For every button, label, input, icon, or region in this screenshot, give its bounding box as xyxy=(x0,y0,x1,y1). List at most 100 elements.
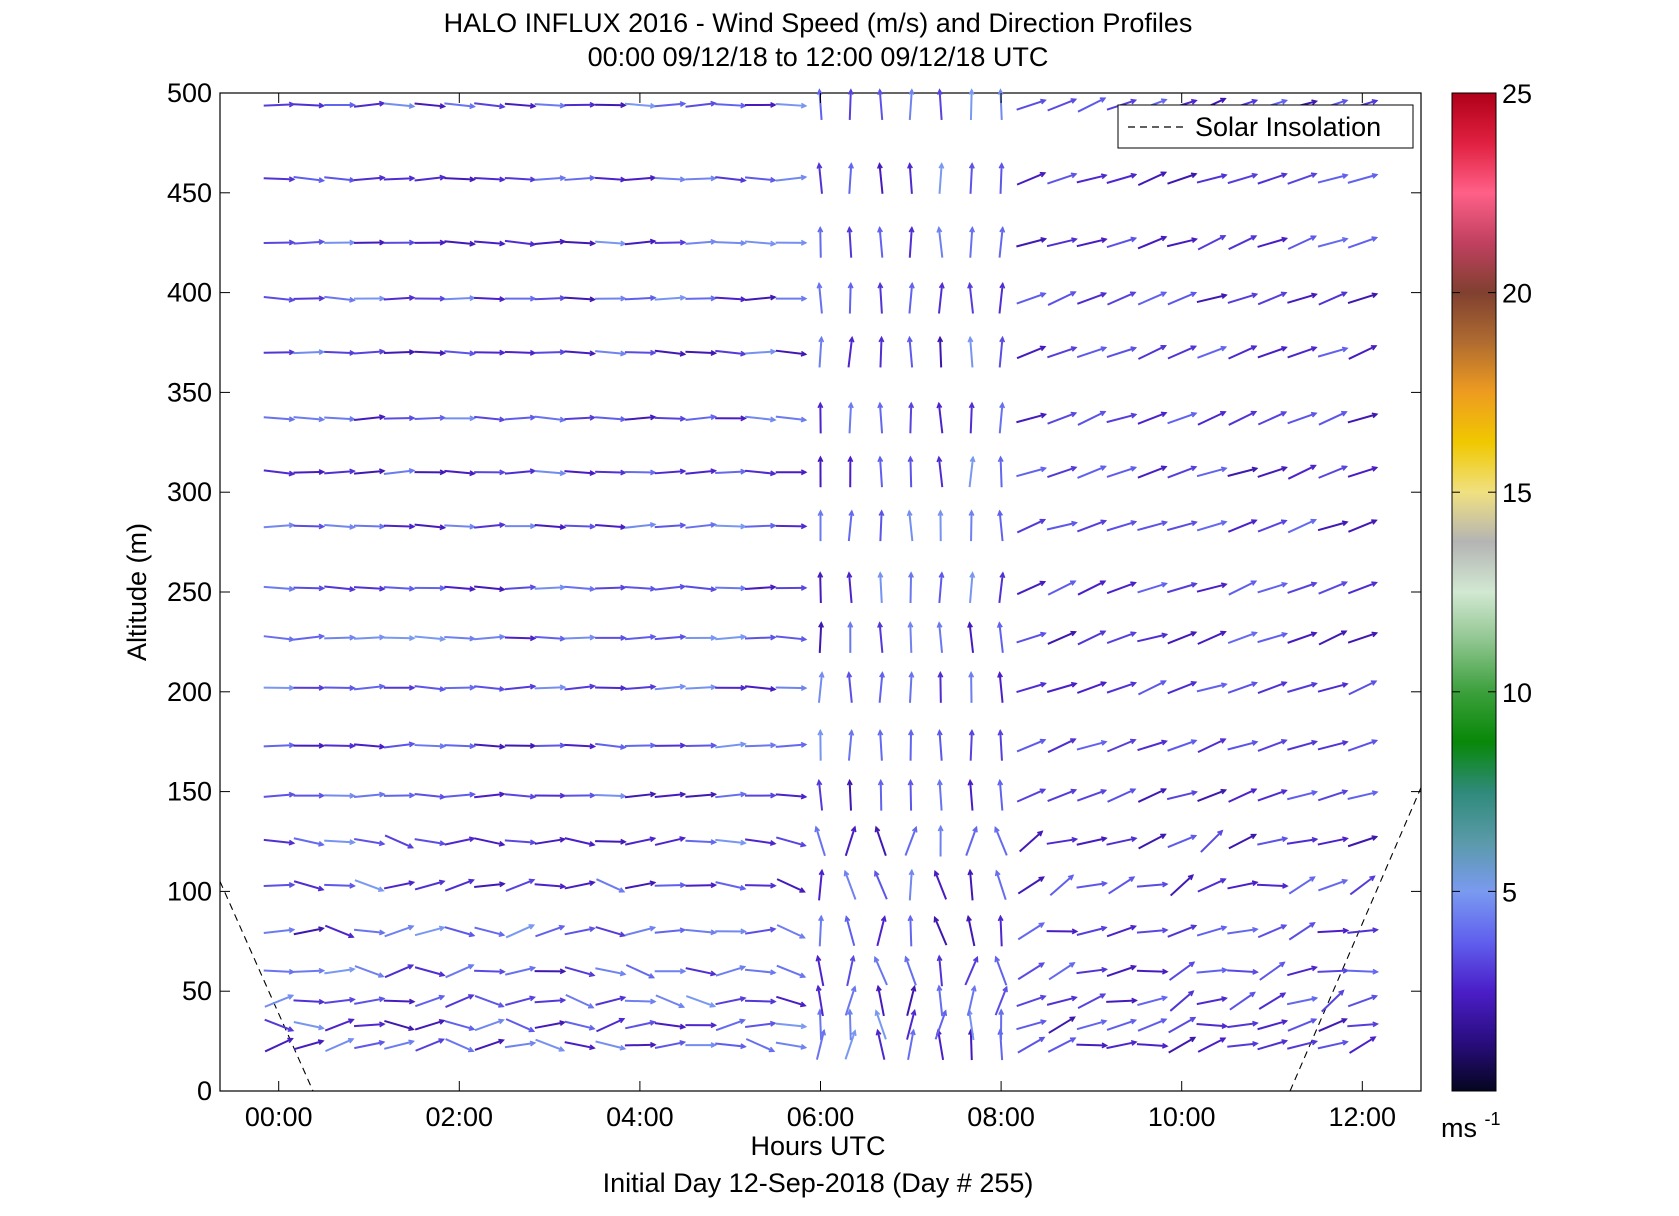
wind-arrow xyxy=(816,956,825,987)
wind-arrow xyxy=(383,177,414,181)
wind-arrow-head xyxy=(1250,345,1258,351)
wind-arrow-head xyxy=(1039,292,1047,298)
wind-arrow xyxy=(654,928,685,934)
wind-arrow xyxy=(969,1030,973,1061)
wind-arrow xyxy=(595,794,626,798)
wind-arrow-head xyxy=(967,868,974,876)
wind-arrow-head xyxy=(318,684,326,691)
wind-arrow xyxy=(685,928,716,934)
wind-arrow-head xyxy=(408,741,416,748)
wind-arrow xyxy=(1347,173,1378,184)
wind-arrow xyxy=(715,470,746,475)
y-tick-label: 300 xyxy=(167,477,212,507)
wind-arrow xyxy=(474,882,505,888)
wind-arrow-head xyxy=(908,571,914,578)
wind-arrow xyxy=(685,350,716,355)
wind-arrow xyxy=(1287,293,1317,304)
wind-arrow xyxy=(415,1038,444,1052)
wind-arrow xyxy=(1227,631,1257,645)
wind-arrow xyxy=(968,1010,975,1041)
wind-arrow xyxy=(263,969,294,974)
wind-arrow xyxy=(1137,411,1167,425)
wind-arrow-head xyxy=(994,955,1001,963)
wind-arrow-head xyxy=(528,878,536,885)
wind-arrow-head xyxy=(1130,98,1138,105)
wind-arrow-head xyxy=(1281,1019,1289,1026)
wind-arrow-head xyxy=(1220,345,1228,352)
wind-arrow-head xyxy=(318,792,326,799)
wind-arrow-head xyxy=(799,887,806,893)
wind-arrow-head xyxy=(679,294,687,301)
wind-arrow xyxy=(1257,466,1287,478)
wind-arrow xyxy=(878,163,884,194)
wind-arrow-head xyxy=(318,1024,325,1031)
wind-arrow xyxy=(534,470,565,475)
wind-arrow-head xyxy=(800,685,808,692)
wind-arrow-head xyxy=(1071,995,1078,1002)
wind-arrow xyxy=(1347,969,1378,973)
wind-arrow-head xyxy=(559,997,567,1004)
wind-arrow-head xyxy=(589,470,597,477)
wind-arrow-head xyxy=(1250,235,1258,241)
wind-arrow xyxy=(1136,969,1167,973)
wind-arrow xyxy=(937,283,944,314)
wind-arrow-head xyxy=(1310,172,1318,178)
wind-arrow-head xyxy=(968,401,975,409)
wind-arrow xyxy=(845,916,856,947)
wind-arrow-head xyxy=(910,1008,917,1016)
wind-arrow xyxy=(595,470,626,474)
wind-arrow-head xyxy=(997,778,1004,786)
wind-arrow-head xyxy=(1281,466,1288,472)
wind-arrow xyxy=(875,826,887,857)
wind-arrow-head xyxy=(378,1039,386,1046)
wind-arrow xyxy=(685,995,715,1008)
wind-arrow-head xyxy=(349,101,356,108)
wind-arrow-head xyxy=(1221,1022,1229,1029)
wind-arrow-head xyxy=(1341,740,1349,746)
wind-arrow-head xyxy=(318,239,326,245)
wind-arrow-head xyxy=(936,226,943,233)
wind-arrow-head xyxy=(769,1020,777,1027)
wind-arrow-head xyxy=(287,1037,294,1044)
x-tick-label: 10:00 xyxy=(1148,1102,1216,1132)
wind-arrow xyxy=(818,163,823,194)
wind-arrow-head xyxy=(1220,738,1227,744)
wind-arrow-head xyxy=(1280,924,1288,930)
wind-arrow-head xyxy=(770,348,777,355)
wind-arrow-head xyxy=(468,994,475,1000)
wind-arrow-head xyxy=(999,571,1006,579)
wind-arrow xyxy=(1046,838,1077,845)
wind-arrow-head xyxy=(498,931,506,937)
wind-arrow xyxy=(994,827,1008,856)
wind-arrow xyxy=(1016,99,1046,111)
wind-arrow xyxy=(324,924,354,938)
wind-arrow xyxy=(1077,465,1106,479)
wind-arrow-head xyxy=(588,841,596,847)
wind-arrow-head xyxy=(933,915,940,923)
wind-arrow-head xyxy=(349,839,356,846)
wind-arrow-head xyxy=(498,840,506,847)
x-tick-label: 02:00 xyxy=(426,1102,494,1132)
wind-arrow xyxy=(324,686,355,690)
wind-arrow xyxy=(564,743,595,748)
wind-arrow xyxy=(1106,925,1136,938)
wind-arrow xyxy=(474,792,505,799)
wind-arrow-head xyxy=(936,455,943,463)
wind-arrow xyxy=(817,672,824,703)
wind-arrow-head xyxy=(907,455,914,463)
wind-arrow xyxy=(1138,833,1166,850)
wind-arrow xyxy=(1106,631,1136,645)
wind-arrow xyxy=(1107,291,1136,306)
wind-arrow-head xyxy=(1309,922,1316,928)
wind-arrow-head xyxy=(850,1029,857,1036)
wind-arrow-head xyxy=(800,295,808,302)
wind-arrow xyxy=(878,89,884,121)
wind-arrow-head xyxy=(1160,411,1168,418)
wind-arrow-head xyxy=(1371,994,1379,1001)
wind-arrow-head xyxy=(679,927,687,934)
wind-arrow xyxy=(1106,237,1136,249)
wind-arrow-head xyxy=(349,996,356,1003)
wind-arrow-head xyxy=(1100,789,1108,795)
wind-arrow xyxy=(848,163,853,194)
wind-arrow xyxy=(595,523,626,529)
